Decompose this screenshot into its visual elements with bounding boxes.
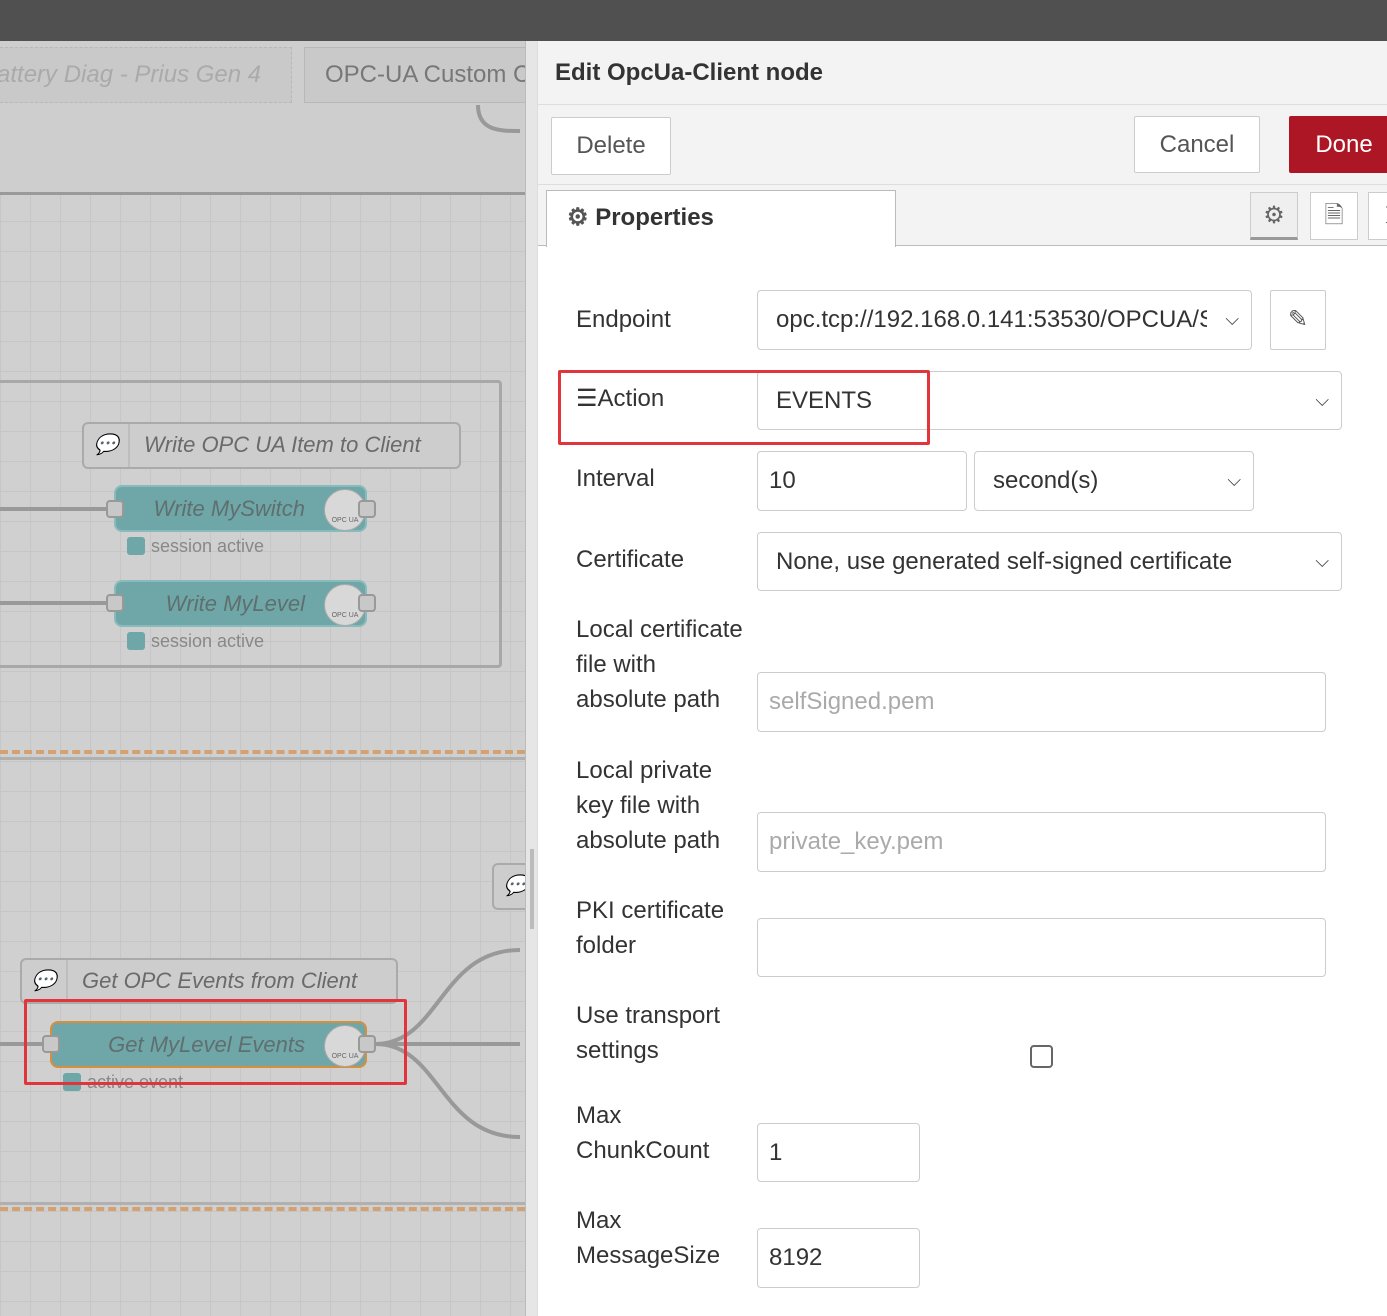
output-port[interactable] — [358, 500, 376, 518]
output-port[interactable] — [358, 1035, 376, 1053]
flow-group — [0, 380, 502, 668]
interval-input[interactable]: 10 — [757, 451, 967, 511]
tab-properties[interactable]: ⚙ Properties — [546, 190, 896, 247]
transport-checkbox[interactable] — [1030, 1045, 1053, 1068]
tab-battery-diag[interactable]: Battery Diag - Prius Gen 4 — [0, 47, 292, 103]
node-write-myswitch[interactable]: Write MySwitch OPC UA — [114, 485, 367, 532]
pki-folder-input[interactable] — [757, 918, 1326, 977]
chevron-down-icon: ⌵ — [1315, 390, 1329, 410]
comment-icon: 💬 — [22, 960, 68, 1002]
edit-node-tray: Edit OpcUa-Client node Delete Cancel Don… — [538, 41, 1387, 1316]
delete-button[interactable]: Delete — [551, 117, 671, 175]
private-key-input[interactable]: private_key.pem — [757, 812, 1326, 872]
wires — [0, 104, 521, 1139]
local-cert-input[interactable]: selfSigned.pem — [757, 672, 1326, 732]
edit-endpoint-pencil-icon[interactable]: ✎ — [1270, 290, 1326, 350]
interval-unit-select[interactable]: second(s) ⌵ — [974, 451, 1254, 511]
endpoint-select[interactable]: opc.tcp://192.168.0.141:53530/OPCUA/Simu… — [757, 290, 1252, 350]
transport-label: Use transport settings — [576, 1002, 721, 1064]
tray-tabs: ⚙ Properties ⚙ 🗎 ⌶ — [538, 185, 1387, 247]
chunkcount-input[interactable]: 1 — [757, 1123, 920, 1182]
output-port[interactable] — [358, 594, 376, 612]
certificate-select[interactable]: None, use generated self-signed certific… — [757, 532, 1342, 591]
pki-folder-label: PKI certificate folder — [576, 897, 725, 959]
chevron-down-icon: ⌵ — [1225, 309, 1239, 329]
input-port[interactable] — [106, 594, 124, 612]
chunkcount-label: Max ChunkCount — [576, 1102, 710, 1164]
cancel-button[interactable]: Cancel — [1134, 116, 1260, 173]
appearance-icon[interactable]: ⌶ — [1368, 192, 1387, 240]
input-port[interactable] — [106, 500, 124, 518]
chevron-down-icon: ⌵ — [1315, 551, 1329, 571]
interval-label: Interval — [576, 465, 655, 492]
action-label: ☰Action — [576, 385, 665, 412]
comment-icon: 💬 — [494, 865, 525, 908]
flow-canvas[interactable]: Battery Diag - Prius Gen 4 OPC-UA Custom… — [0, 41, 525, 1316]
chevron-down-icon: ⌵ — [1227, 470, 1241, 490]
node-settings-gear-icon[interactable]: ⚙ — [1250, 192, 1298, 240]
node-get-mylevel-events[interactable]: Get MyLevel Events OPC UA — [50, 1021, 367, 1068]
comment-icon: 💬 — [84, 424, 130, 467]
gear-icon: ⚙ — [567, 204, 589, 231]
endpoint-label: Endpoint — [576, 306, 671, 333]
tray-title: Edit OpcUa-Client node — [538, 41, 1387, 105]
divider — [0, 757, 525, 760]
top-bar — [0, 0, 1387, 41]
comment-node[interactable]: 💬 — [492, 863, 525, 910]
highlight-box — [558, 370, 930, 445]
highlight-box — [24, 999, 407, 1085]
comment-get-events[interactable]: 💬 Get OPC Events from Client — [20, 958, 398, 1004]
description-document-icon[interactable]: 🗎 — [1310, 192, 1358, 240]
certificate-label: Certificate — [576, 546, 685, 573]
node-status: session active — [127, 536, 264, 557]
list-icon: ☰ — [576, 385, 598, 412]
tray-toolbar: Delete Cancel Done — [538, 105, 1387, 185]
node-status: session active — [127, 631, 264, 652]
action-select[interactable]: EVENTS ⌵ — [757, 371, 1342, 430]
messagesize-label: Max MessageSize — [576, 1207, 721, 1269]
tab-opcua-client[interactable]: OPC-UA Custom Client — [304, 47, 525, 103]
local-cert-label: Local certificate file with absolute path — [576, 616, 743, 713]
private-key-label: Local private key file with absolute path — [576, 757, 721, 854]
panel-splitter[interactable] — [525, 41, 538, 1316]
comment-write-opcua[interactable]: 💬 Write OPC UA Item to Client — [82, 422, 461, 469]
group-border — [0, 750, 525, 754]
done-button[interactable]: Done — [1289, 116, 1387, 173]
workspace-tabs: Battery Diag - Prius Gen 4 OPC-UA Custom… — [0, 41, 525, 195]
node-write-mylevel[interactable]: Write MyLevel OPC UA — [114, 580, 367, 627]
input-port[interactable] — [42, 1035, 60, 1053]
messagesize-input[interactable]: 8192 — [757, 1228, 920, 1288]
divider — [0, 1202, 525, 1205]
group-border — [0, 1207, 525, 1211]
